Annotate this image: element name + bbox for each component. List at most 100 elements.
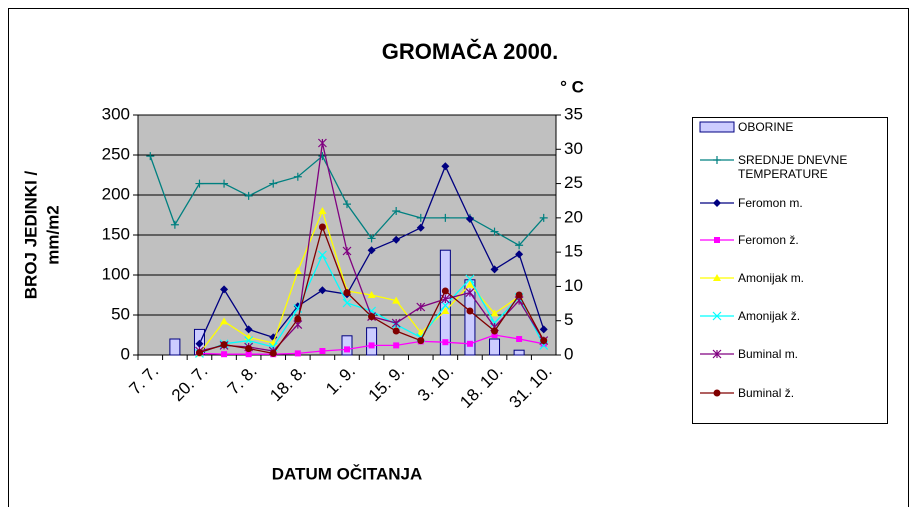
marker	[465, 288, 475, 298]
y2-tick-label: 5	[564, 310, 573, 329]
marker	[318, 286, 327, 295]
x-tick-label: 31. 10.	[506, 362, 556, 412]
marker	[170, 220, 179, 229]
marker	[416, 302, 426, 312]
marker	[465, 280, 474, 288]
marker	[713, 389, 721, 397]
marker	[441, 213, 450, 222]
marker	[466, 340, 473, 347]
marker	[318, 223, 326, 231]
y2-tick-label: 25	[564, 173, 583, 192]
marker	[713, 156, 721, 164]
marker	[490, 227, 499, 236]
bar	[513, 349, 525, 356]
x-tick-label: 3. 10.	[414, 362, 458, 406]
y2-tick-label: 10	[564, 276, 583, 295]
marker	[440, 300, 450, 310]
y-tick-label: 150	[102, 224, 130, 243]
marker	[245, 351, 252, 358]
bar	[489, 338, 501, 356]
marker	[245, 345, 253, 353]
marker	[367, 234, 376, 243]
marker	[466, 307, 474, 315]
marker	[465, 274, 475, 284]
y-tick-label: 0	[121, 344, 130, 363]
y-tick-label: 200	[102, 184, 130, 203]
x-label: DATUM OČITANJA	[272, 464, 422, 483]
marker	[490, 265, 499, 274]
marker	[244, 336, 254, 346]
marker	[392, 327, 400, 335]
marker	[491, 327, 499, 335]
y-label: BROJ JEDINKI /	[21, 170, 40, 299]
marker	[220, 285, 229, 294]
marker	[441, 307, 450, 314]
marker	[393, 342, 400, 349]
marker	[392, 235, 401, 244]
marker	[491, 332, 498, 338]
marker	[367, 291, 376, 298]
legend-box	[692, 117, 888, 424]
marker	[195, 339, 204, 348]
chart-frame	[8, 8, 909, 507]
y-tick-label: 50	[111, 304, 130, 323]
marker	[490, 309, 499, 317]
x-tick-label: 18. 10.	[456, 362, 506, 412]
marker	[713, 274, 721, 281]
x-tick-label: 7. 7.	[125, 362, 162, 399]
marker	[220, 317, 229, 325]
marker	[269, 349, 277, 357]
marker	[317, 250, 327, 260]
marker	[392, 207, 401, 215]
marker	[416, 213, 425, 222]
x-tick-label: 20. 7.	[168, 362, 212, 406]
bar	[341, 335, 353, 356]
x-tick-label: 15. 9.	[365, 362, 409, 406]
marker	[220, 341, 228, 349]
y2-tick-label: 0	[564, 344, 573, 363]
marker	[368, 342, 375, 349]
marker	[195, 179, 204, 188]
marker	[368, 313, 376, 321]
marker	[343, 200, 351, 209]
marker	[712, 349, 722, 359]
marker	[244, 325, 253, 334]
legend-swatch	[699, 121, 735, 133]
legend-label: Amonijak ž.	[738, 309, 801, 323]
marker	[441, 162, 450, 171]
marker	[441, 287, 449, 295]
marker	[714, 237, 720, 243]
bar	[169, 338, 181, 356]
x-tick-label: 1. 9.	[322, 362, 359, 399]
marker	[221, 351, 228, 358]
marker	[293, 267, 302, 274]
bar	[366, 327, 378, 356]
marker	[515, 250, 524, 259]
marker	[392, 296, 401, 304]
y-tick-label: 100	[102, 264, 130, 283]
marker	[540, 337, 548, 345]
marker	[343, 289, 351, 297]
marker	[712, 311, 722, 321]
y2-tick-label: 30	[564, 139, 583, 158]
marker	[342, 298, 352, 308]
marker	[342, 246, 352, 256]
marker	[391, 318, 401, 328]
legend-label: Buminal m.	[738, 347, 799, 361]
marker	[195, 349, 203, 357]
marker	[416, 223, 425, 232]
y-tick-label: 250	[102, 144, 130, 163]
marker	[515, 291, 523, 299]
marker	[294, 350, 301, 357]
marker	[516, 336, 523, 342]
marker	[417, 337, 425, 345]
legend-label: Feromon ž.	[738, 233, 799, 247]
marker	[317, 138, 327, 148]
marker	[146, 152, 155, 161]
y2-tick-label: 35	[564, 104, 583, 123]
marker	[713, 199, 721, 207]
legend-label: Buminal ž.	[738, 386, 795, 400]
marker	[367, 246, 376, 255]
marker	[294, 315, 302, 323]
